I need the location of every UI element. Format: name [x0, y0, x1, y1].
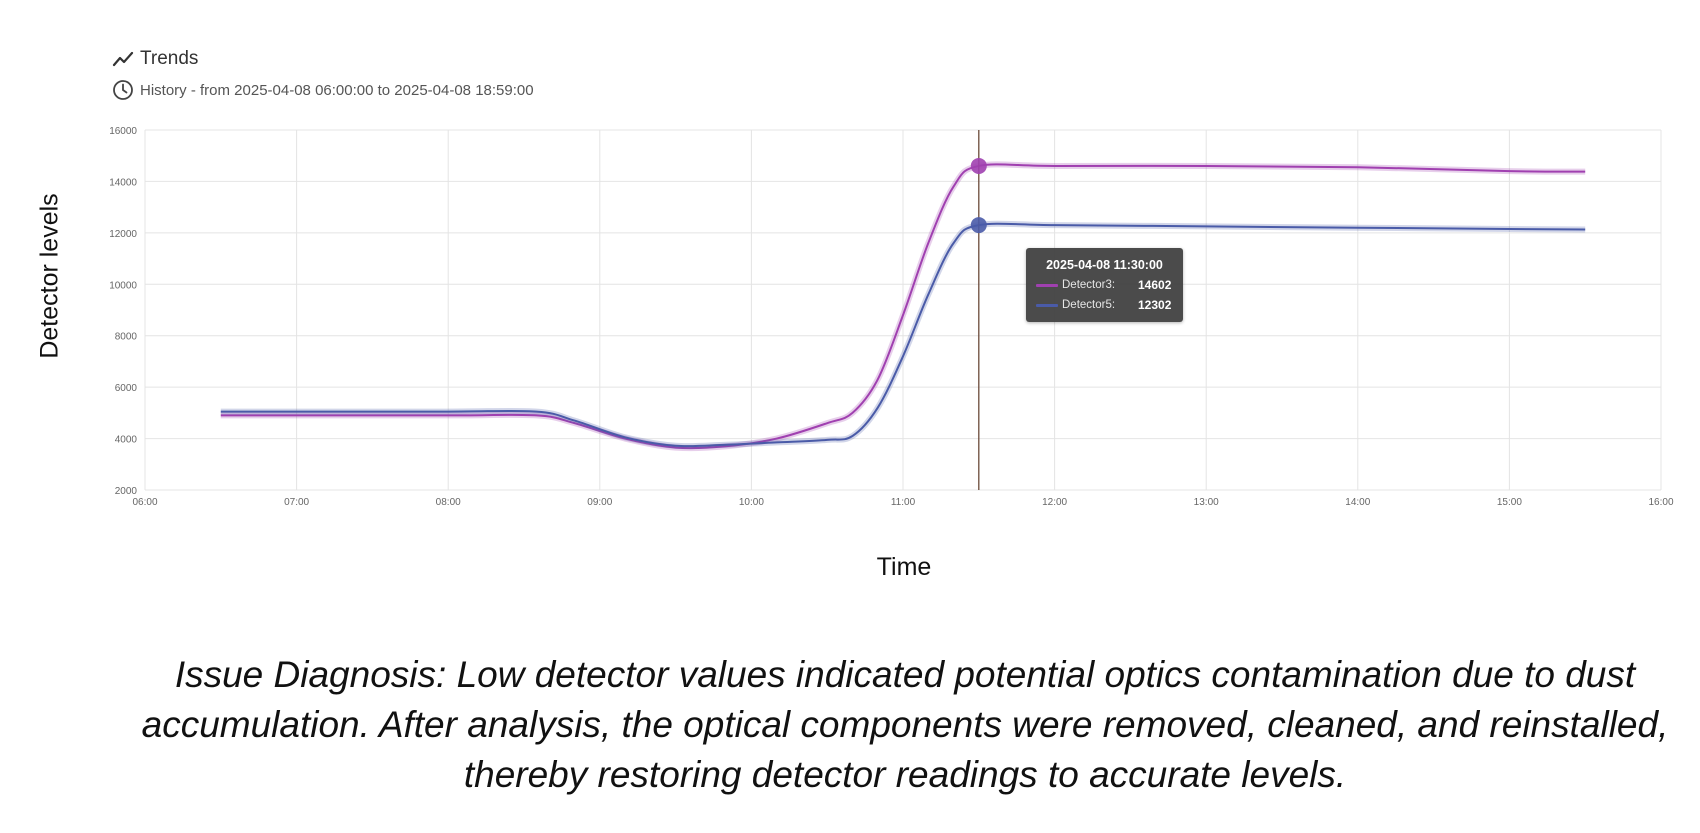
x-tick-label: 07:00: [284, 497, 309, 508]
panel-header: Trends History - from 2025-04-08 06:00:0…: [112, 46, 534, 102]
y-tick-label: 14000: [109, 177, 137, 188]
chart-tooltip: 2025-04-08 11:30:00 Detector3: 14602 Det…: [1026, 248, 1183, 322]
trend-chart: 2000 4000 6000 8000 10000 12000 14000 16000 06:…: [109, 126, 1674, 508]
x-tick-label: 12:00: [1042, 497, 1067, 508]
issue-diagnosis-caption: Issue Diagnosis: Low detector values ind…: [141, 654, 1669, 795]
x-tick-label: 16:00: [1648, 497, 1673, 508]
history-row: History - from 2025-04-08 06:00:00 to 20…: [112, 78, 534, 102]
y-tick-label: 6000: [115, 383, 138, 394]
clock-icon: [113, 80, 133, 100]
history-range: History - from 2025-04-08 06:00:00 to 20…: [140, 81, 534, 99]
x-tick-label: 06:00: [132, 497, 157, 508]
tooltip-swatch-detector5: [1036, 303, 1058, 307]
x-tick-label: 10:00: [739, 497, 764, 508]
series-line-detector3: [220, 163, 1586, 450]
tooltip-time: 2025-04-08 11:30:00: [1046, 258, 1163, 272]
x-axis-label: Time: [876, 553, 932, 581]
x-axis-ticks: 06:00 07:00 08:00 09:00 10:00 11:00 12:00 13:00…: [132, 497, 1673, 508]
series-line-detector5: [220, 222, 1586, 448]
tooltip-row-detector3: Detector3: 14602: [1036, 278, 1183, 292]
x-tick-label: 11:00: [891, 497, 916, 508]
y-tick-label: 2000: [115, 486, 138, 497]
tooltip-value-detector5: 12302: [1138, 298, 1172, 312]
tooltip-swatch-detector3: [1036, 283, 1058, 287]
x-tick-label: 15:00: [1497, 497, 1522, 508]
y-tick-label: 10000: [109, 280, 137, 291]
tooltip-row-detector5: Detector5: 12302: [1036, 298, 1183, 312]
x-tick-label: 13:00: [1194, 497, 1219, 508]
y-axis-ticks: 2000 4000 6000 8000 10000 12000 14000 16000: [109, 126, 137, 497]
y-tick-label: 16000: [109, 126, 137, 137]
y-tick-label: 12000: [109, 229, 137, 240]
tooltip-name-detector5: Detector5:: [1062, 299, 1116, 311]
panel-title: Trends: [140, 48, 199, 69]
tooltip-name-detector3: Detector3:: [1062, 279, 1116, 291]
cursor-point-detector5: [970, 217, 987, 234]
y-tick-label: 4000: [115, 435, 138, 446]
y-axis-label: Detector levels: [35, 193, 64, 359]
chart-grid: [144, 129, 1662, 491]
chart-series: [220, 161, 1586, 452]
x-tick-label: 08:00: [436, 497, 461, 508]
x-tick-label: 14:00: [1345, 497, 1370, 508]
y-tick-label: 8000: [115, 332, 138, 343]
trends-title-row: Trends: [112, 46, 534, 72]
trend-line-icon: [112, 51, 134, 67]
chart-cursor: [970, 130, 987, 490]
tooltip-value-detector3: 14602: [1138, 278, 1172, 292]
cursor-point-detector3: [970, 157, 987, 174]
x-tick-label: 09:00: [587, 497, 612, 508]
